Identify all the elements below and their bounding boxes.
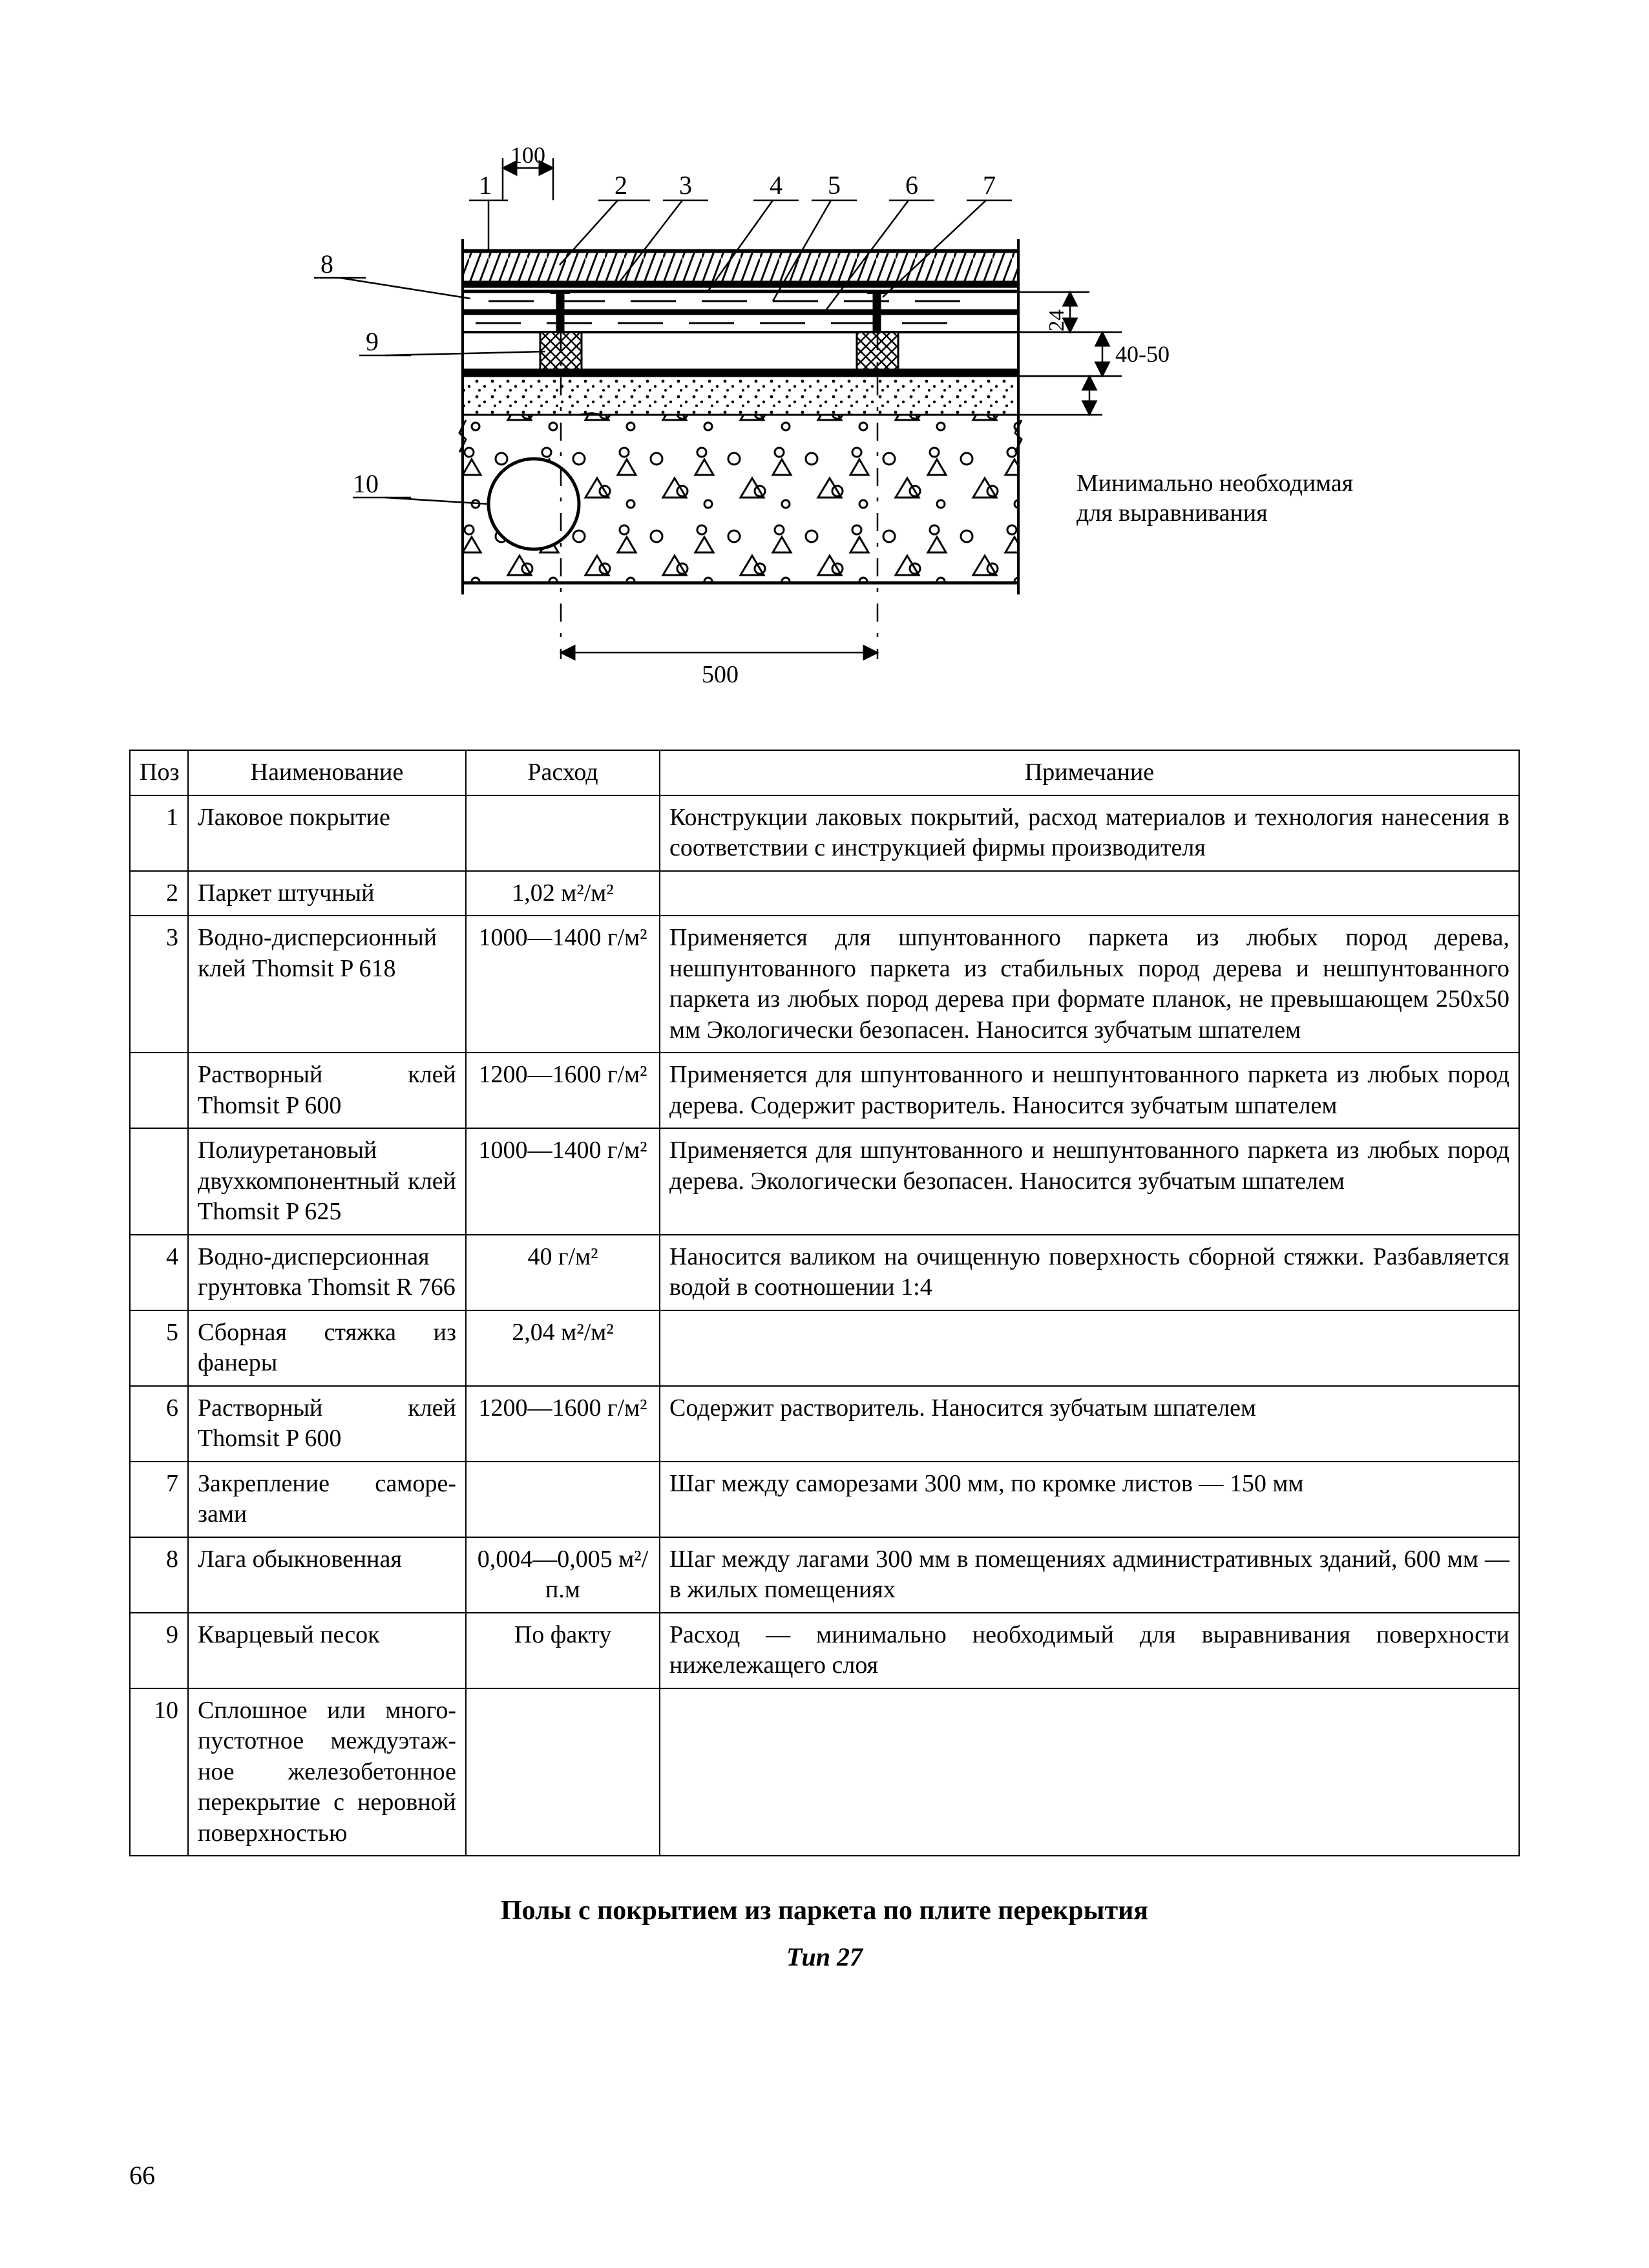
cell-note: Наносится валиком на очищенную поверхнос… xyxy=(660,1235,1519,1310)
cell-rate xyxy=(466,1688,660,1856)
cell-rate: 1200—1600 г/м² xyxy=(466,1386,660,1462)
cell-rate: 1000—1400 г/м² xyxy=(466,916,660,1053)
leader-4: 4 xyxy=(770,171,782,200)
leader-7: 7 xyxy=(983,171,996,200)
cell-note: Применяется для шпунтованного и нешпунто… xyxy=(660,1128,1519,1235)
cell-pos: 7 xyxy=(130,1462,188,1537)
table-row: Растворный клей Thomsit P 600 1200—1600 … xyxy=(130,1053,1519,1128)
th-name: Наименование xyxy=(188,750,466,795)
cell-note xyxy=(660,1310,1519,1386)
cell-note: Конструкции лаковых покрытий, расход мат… xyxy=(660,795,1519,871)
cell-name: Сплошное или много­пустотное междуэтаж­н… xyxy=(188,1688,466,1856)
cell-rate: 40 г/м² xyxy=(466,1235,660,1310)
cell-note xyxy=(660,1688,1519,1856)
cell-pos xyxy=(130,1128,188,1235)
dim-100: 100 xyxy=(510,142,545,168)
table-row: Полиуретановый двухкомпонентный клей Tho… xyxy=(130,1128,1519,1235)
table-row: 5 Сборная стяжка из фанеры 2,04 м²/м² xyxy=(130,1310,1519,1386)
cell-name: Лаковое покрытие xyxy=(188,795,466,871)
cell-name: Паркет штучный xyxy=(188,871,466,916)
diagram-note-line2: для выравнивания xyxy=(1077,499,1268,527)
diagram-note-line1: Минимально необходимая xyxy=(1077,470,1353,497)
dim-500: 500 xyxy=(702,661,739,688)
cell-rate: По факту xyxy=(466,1613,660,1688)
cell-note: Шаг между лагами 300 мм в помещениях адм… xyxy=(660,1537,1519,1613)
cell-rate: 2,04 м²/м² xyxy=(466,1310,660,1386)
table-row: 9 Кварцевый песок По факту Расход — мини… xyxy=(130,1613,1519,1688)
cell-note: Содержит растворитель. Наносится зубчаты… xyxy=(660,1386,1519,1462)
diagram-container: 1 2 3 4 5 6 7 8 9 xyxy=(129,129,1520,711)
table-row: 7 Закрепление саморе­зами Шаг между само… xyxy=(130,1462,1519,1537)
table-row: 10 Сплошное или много­пустотное междуэта… xyxy=(130,1688,1519,1856)
cell-pos: 6 xyxy=(130,1386,188,1462)
dim-40-50: 40-50 xyxy=(1115,341,1170,367)
cell-name: Лага обыкновенная xyxy=(188,1537,466,1613)
table-row: 6 Растворный клей Thomsit P 600 1200—160… xyxy=(130,1386,1519,1462)
cell-name: Полиуретановый двухкомпонентный клей Tho… xyxy=(188,1128,466,1235)
th-rate: Расход xyxy=(466,750,660,795)
cell-rate xyxy=(466,795,660,871)
cell-pos xyxy=(130,1053,188,1128)
page-subtitle: Тип 27 xyxy=(129,1942,1520,1972)
cell-rate: 0,004—0,005 м²/п.м xyxy=(466,1537,660,1613)
cell-rate: 1,02 м²/м² xyxy=(466,871,660,916)
cell-note: Шаг между саморезами 300 мм, по кромке л… xyxy=(660,1462,1519,1537)
cell-pos: 1 xyxy=(130,795,188,871)
cell-name: Закрепление саморе­зами xyxy=(188,1462,466,1537)
cell-rate: 1000—1400 г/м² xyxy=(466,1128,660,1235)
leader-2: 2 xyxy=(614,171,627,200)
table-row: 3 Водно-дисперсион­ный клей Thomsit P 61… xyxy=(130,916,1519,1053)
cell-pos: 9 xyxy=(130,1613,188,1688)
cell-name: Кварцевый песок xyxy=(188,1613,466,1688)
floor-section-diagram: 1 2 3 4 5 6 7 8 9 xyxy=(256,129,1393,711)
cell-name: Сборная стяжка из фанеры xyxy=(188,1310,466,1386)
spec-table: Поз Наименование Расход Примечание 1 Лак… xyxy=(129,750,1520,1856)
th-pos: Поз xyxy=(130,750,188,795)
leader-3: 3 xyxy=(679,171,692,200)
cell-name: Растворный клей Thomsit P 600 xyxy=(188,1053,466,1128)
cell-name: Водно-дисперсион­ная грунтовка Thomsit R… xyxy=(188,1235,466,1310)
dim-24: 24 xyxy=(1045,310,1069,331)
cell-rate: 1200—1600 г/м² xyxy=(466,1053,660,1128)
cell-rate xyxy=(466,1462,660,1537)
leader-8: 8 xyxy=(320,249,333,278)
leader-5: 5 xyxy=(828,171,841,200)
cell-name: Водно-дисперсион­ный клей Thomsit P 618 xyxy=(188,916,466,1053)
leader-9: 9 xyxy=(366,327,379,356)
leader-10: 10 xyxy=(353,469,379,498)
cell-note: Расход — минимально необходимый для выра… xyxy=(660,1613,1519,1688)
cell-pos: 10 xyxy=(130,1688,188,1856)
table-row: 2 Паркет штучный 1,02 м²/м² xyxy=(130,871,1519,916)
cell-pos: 5 xyxy=(130,1310,188,1386)
cell-name: Растворный клей Thomsit P 600 xyxy=(188,1386,466,1462)
th-note: Примечание xyxy=(660,750,1519,795)
cell-pos: 4 xyxy=(130,1235,188,1310)
page-number: 66 xyxy=(129,2160,155,2190)
page-title: Полы с покрытием из паркета по плите пер… xyxy=(129,1895,1520,1926)
table-row: 8 Лага обыкновенная 0,004—0,005 м²/п.м Ш… xyxy=(130,1537,1519,1613)
table-row: 1 Лаковое покрытие Конструкции лаковых п… xyxy=(130,795,1519,871)
table-row: 4 Водно-дисперсион­ная грунтовка Thomsit… xyxy=(130,1235,1519,1310)
cell-note xyxy=(660,871,1519,916)
cell-pos: 8 xyxy=(130,1537,188,1613)
cell-pos: 3 xyxy=(130,916,188,1053)
cell-note: Применяется для шпунтованного и нешпунто… xyxy=(660,1053,1519,1128)
cell-pos: 2 xyxy=(130,871,188,916)
cell-note: Применяется для шпунтованного паркета из… xyxy=(660,916,1519,1053)
leader-1: 1 xyxy=(479,171,492,200)
leader-6: 6 xyxy=(905,171,918,200)
spec-table-container: Поз Наименование Расход Примечание 1 Лак… xyxy=(129,750,1520,1856)
